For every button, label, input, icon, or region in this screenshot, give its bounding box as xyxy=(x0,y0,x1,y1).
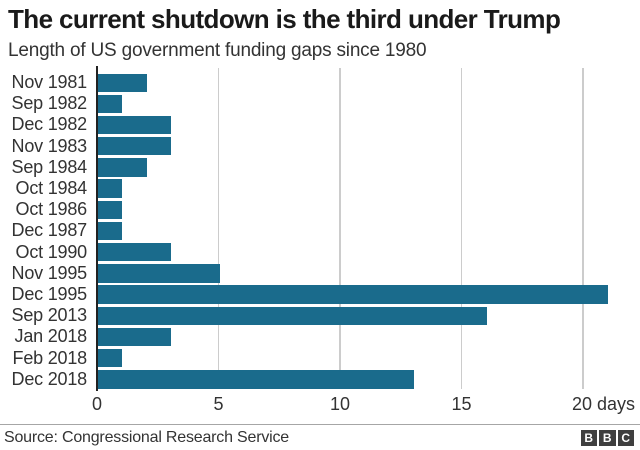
bar xyxy=(98,243,171,262)
y-axis-label: Nov 1983 xyxy=(11,135,88,156)
bar-chart: 0 5 10 15 20 days Nov 1981 Sep 1982 Dec 1982 Nov… xyxy=(0,64,640,416)
chart-row: Nov 1995 xyxy=(0,263,640,284)
y-axis-label: Oct 1990 xyxy=(15,241,88,262)
bbc-logo: B B C xyxy=(580,429,637,447)
bar xyxy=(98,137,171,156)
bar xyxy=(98,73,147,92)
bar xyxy=(98,327,171,347)
chart-row: Dec 1987 xyxy=(0,220,640,241)
bar xyxy=(98,200,123,220)
chart-rows: Nov 1981 Sep 1982 Dec 1982 Nov 1983 Sep 1984… xyxy=(0,72,640,390)
chart-row: Oct 1984 xyxy=(0,178,640,199)
chart-row: Sep 1984 xyxy=(0,157,640,178)
chart-row: Dec 1995 xyxy=(0,284,640,305)
y-axis-label: Dec 1982 xyxy=(11,114,88,135)
bar xyxy=(98,306,487,325)
bar xyxy=(98,370,414,389)
chart-footer: Source: Congressional Research Service B… xyxy=(0,424,640,447)
chart-row: Jan 2018 xyxy=(0,326,640,347)
chart-title: The current shutdown is the third under … xyxy=(8,4,561,34)
gridline xyxy=(339,68,341,390)
bbc-logo-block: B xyxy=(580,429,597,447)
bar xyxy=(98,264,220,283)
bar xyxy=(98,115,171,135)
y-axis-label: Oct 1986 xyxy=(15,199,88,220)
bar xyxy=(98,179,123,198)
x-tick-label: 20 days xyxy=(572,394,636,415)
chart-row: Oct 1986 xyxy=(0,199,640,220)
y-axis-label: Sep 2013 xyxy=(11,305,88,326)
y-axis-line xyxy=(95,66,98,392)
chart-row: Sep 2013 xyxy=(0,305,640,326)
gridline xyxy=(217,68,220,390)
chart-row: Dec 1982 xyxy=(0,114,640,135)
y-axis-label: Nov 1995 xyxy=(11,262,88,283)
x-tick-label: 15 xyxy=(451,394,472,415)
y-axis-label: Oct 1984 xyxy=(15,178,88,199)
bar xyxy=(98,158,147,177)
chart-row: Dec 2018 xyxy=(0,369,640,390)
y-axis-label: Feb 2018 xyxy=(12,347,88,368)
bar xyxy=(98,221,123,241)
chart-row: Oct 1990 xyxy=(0,242,640,263)
y-axis-label: Dec 2018 xyxy=(11,368,88,389)
x-tick-label: 5 xyxy=(213,394,224,415)
x-tick-label: 0 xyxy=(91,394,103,415)
source-attribution: Source: Congressional Research Service xyxy=(4,429,289,447)
bar xyxy=(98,94,123,114)
chart-row: Nov 1981 xyxy=(0,72,640,93)
y-axis-label: Jan 2018 xyxy=(14,326,88,347)
chart-subtitle: Length of US government funding gaps sin… xyxy=(8,40,427,62)
chart-header: The current shutdown is the third under … xyxy=(0,0,640,62)
chart-row: Nov 1983 xyxy=(0,136,640,157)
gridline xyxy=(460,68,463,390)
chart-row: Sep 1982 xyxy=(0,93,640,114)
bbc-logo-block: B xyxy=(599,429,616,447)
y-axis-label: Dec 1995 xyxy=(11,283,88,304)
y-axis-label: Dec 1987 xyxy=(11,220,88,241)
bbc-logo-block: C xyxy=(617,429,634,447)
chart-row: Feb 2018 xyxy=(0,348,640,369)
bar xyxy=(98,285,609,304)
y-axis-label: Nov 1981 xyxy=(11,72,88,93)
gridline xyxy=(582,68,584,390)
x-tick-label: 10 xyxy=(329,394,351,415)
y-axis-label: Sep 1984 xyxy=(11,156,88,177)
bar xyxy=(98,348,123,368)
y-axis-label: Sep 1982 xyxy=(11,93,88,114)
